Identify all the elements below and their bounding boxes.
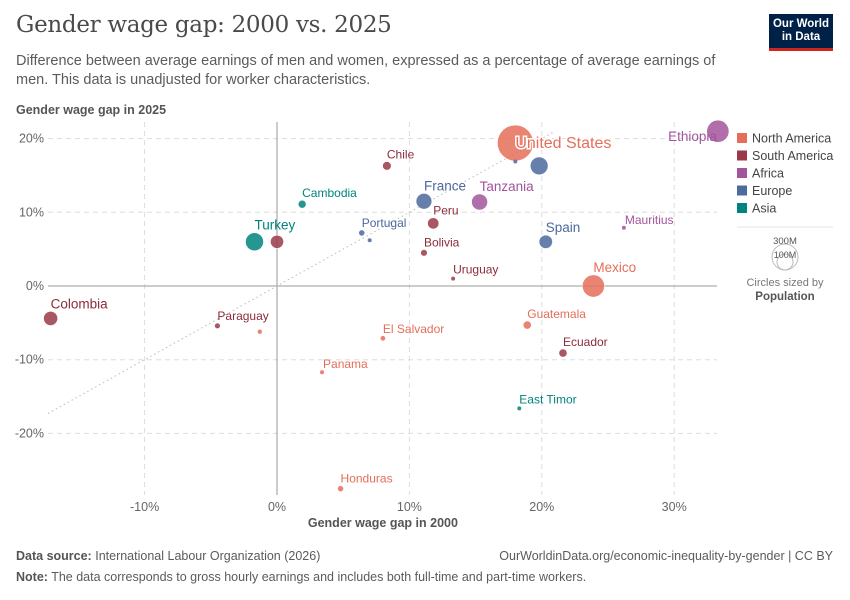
- x-axis-label: Gender wage gap in 2000: [308, 516, 458, 530]
- point-label: Honduras: [341, 472, 393, 486]
- data-point: [214, 323, 221, 329]
- y-tick-label: 20%: [19, 132, 44, 146]
- source-url[interactable]: OurWorldinData.org/economic-inequality-b…: [499, 549, 833, 563]
- size-legend-circle-small: [776, 253, 794, 271]
- point-label: United States: [515, 135, 611, 152]
- point-label: Peru: [433, 204, 458, 218]
- chart-title: Gender wage gap: 2000 vs. 2025: [16, 12, 392, 38]
- data-point: [582, 274, 605, 298]
- point-label: Cambodia: [302, 186, 357, 200]
- point-label: Spain: [546, 220, 581, 235]
- data-point: [522, 320, 532, 330]
- point-label: Panama: [323, 357, 368, 371]
- data-point: [529, 156, 549, 176]
- point-label: France: [424, 178, 466, 193]
- y-axis-label: Gender wage gap in 2025: [16, 103, 167, 117]
- legend-entry-north-america: North America: [752, 132, 831, 146]
- data-point: [382, 161, 392, 171]
- size-legend-value: 300M: [773, 236, 797, 247]
- point-label: El Salvador: [383, 322, 444, 336]
- x-tick-label: 30%: [662, 500, 687, 514]
- legend-entry-europe: Europe: [752, 184, 792, 198]
- point-label: Portugal: [362, 216, 407, 230]
- y-tick-label: 10%: [19, 205, 44, 219]
- x-tick-label: 20%: [529, 500, 554, 514]
- size-legend-variable: Population: [755, 291, 814, 303]
- data-point: [513, 159, 518, 164]
- point-label: East Timor: [519, 392, 576, 406]
- data-point: [43, 311, 59, 326]
- chart-note: Note: The data corresponds to gross hour…: [16, 570, 587, 584]
- chart-subtitle: Difference between average earnings of m…: [16, 53, 716, 88]
- data-point: [257, 329, 262, 334]
- data-point: [517, 406, 522, 411]
- data-point: [706, 119, 730, 143]
- data-point: [538, 234, 553, 249]
- data-point: [621, 225, 626, 230]
- point-label: Mexico: [593, 260, 636, 275]
- legend-swatch: [737, 168, 747, 178]
- legend-swatch: [737, 185, 747, 196]
- data-point: [367, 238, 372, 243]
- point-label: Chile: [387, 148, 415, 162]
- point-label: Paraguay: [217, 309, 268, 323]
- point-label: Ecuador: [563, 335, 608, 349]
- x-tick-label: -10%: [130, 500, 159, 514]
- point-label: Turkey: [254, 218, 295, 233]
- point-label: Ethiopia: [668, 129, 717, 144]
- data-source: Data source: International Labour Organi…: [16, 549, 321, 563]
- point-label: Tanzania: [480, 179, 535, 194]
- data-point: [380, 335, 386, 341]
- data-point: [337, 485, 344, 493]
- legend-entry-africa: Africa: [752, 167, 784, 181]
- point-label: Uruguay: [453, 263, 498, 277]
- y-tick-label: 0%: [26, 279, 44, 293]
- point-label: Colombia: [51, 296, 109, 311]
- legend-entry-asia: Asia: [752, 202, 776, 216]
- legend-entry-south-america: South America: [752, 149, 833, 163]
- legend-swatch: [737, 133, 747, 143]
- legend-swatch: [737, 203, 747, 213]
- data-point: [270, 234, 284, 249]
- y-tick-label: -20%: [15, 426, 44, 440]
- point-label: Mauritius: [625, 213, 674, 227]
- x-tick-label: 0%: [268, 500, 286, 514]
- data-point: [358, 229, 366, 237]
- point-label: Guatemala: [527, 307, 586, 321]
- y-tick-label: -10%: [15, 353, 44, 367]
- data-point: [245, 232, 264, 252]
- point-label: Bolivia: [424, 235, 460, 249]
- owid-logo[interactable]: Our World in Data: [769, 14, 833, 51]
- data-point: [415, 193, 433, 210]
- data-point: [427, 217, 440, 230]
- size-legend-caption: Circles sized by: [746, 277, 824, 289]
- data-point: [297, 199, 307, 209]
- legend-swatch: [737, 150, 747, 161]
- size-legend-value: 100M: [774, 250, 797, 260]
- data-point: [319, 370, 325, 375]
- data-point: [420, 249, 428, 257]
- data-point: [451, 276, 456, 281]
- data-point: [471, 193, 488, 211]
- data-point: [558, 348, 568, 358]
- x-tick-label: 10%: [397, 500, 422, 514]
